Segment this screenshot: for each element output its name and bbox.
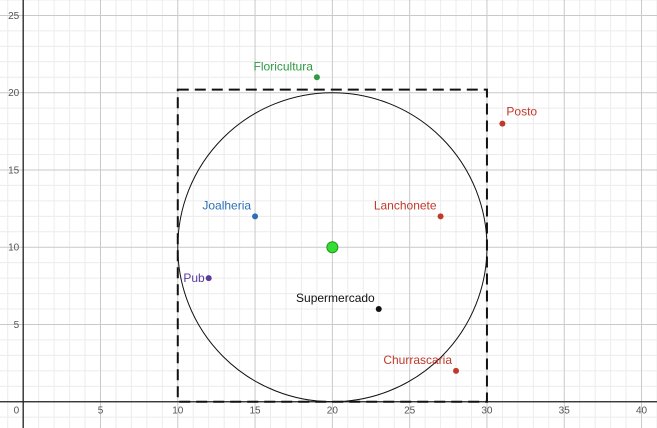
point-pub: [205, 275, 212, 282]
x-tick-label: 40: [636, 406, 648, 417]
x-tick-label: 5: [98, 406, 104, 417]
point-floricultura: [313, 74, 320, 81]
x-tick-label: 20: [327, 406, 339, 417]
label-lanchonete: Lanchonete: [374, 198, 437, 212]
point-posto: [499, 120, 506, 127]
point-churrascaria: [453, 367, 460, 374]
x-tick-label: 35: [559, 406, 571, 417]
y-tick-label: 5: [14, 320, 20, 331]
label-floricultura: Floricultura: [254, 59, 314, 73]
y-tick-label: 15: [8, 165, 20, 176]
label-supermercado: Supermercado: [296, 291, 375, 305]
x-tick-label: 25: [404, 406, 416, 417]
y-tick-label: 10: [8, 243, 20, 254]
tick-labels: 5 10 15 20 25 30 35 40 5 10 15 20 25 0: [8, 11, 647, 417]
x-tick-label: 10: [172, 406, 184, 417]
data-points: Floricultura Posto Joalheria Lanchonete Pub S…: [183, 59, 537, 374]
point-lanchonete: [437, 213, 444, 220]
label-pub: Pub: [183, 271, 205, 285]
region-shapes: [176, 88, 488, 403]
x-tick-label: 15: [250, 406, 262, 417]
center-point: [326, 241, 339, 254]
label-churrascaria: Churrascaria: [383, 353, 452, 367]
point-supermercado: [375, 306, 382, 313]
y-tick-label: 20: [8, 88, 20, 99]
x-tick-label: 30: [481, 406, 493, 417]
label-posto: Posto: [506, 105, 537, 119]
label-joalheria: Joalheria: [202, 198, 251, 212]
origin-tick-label: 0: [14, 406, 20, 417]
point-joalheria: [252, 213, 259, 220]
y-tick-label: 25: [8, 11, 20, 22]
circle-region: [177, 92, 488, 403]
